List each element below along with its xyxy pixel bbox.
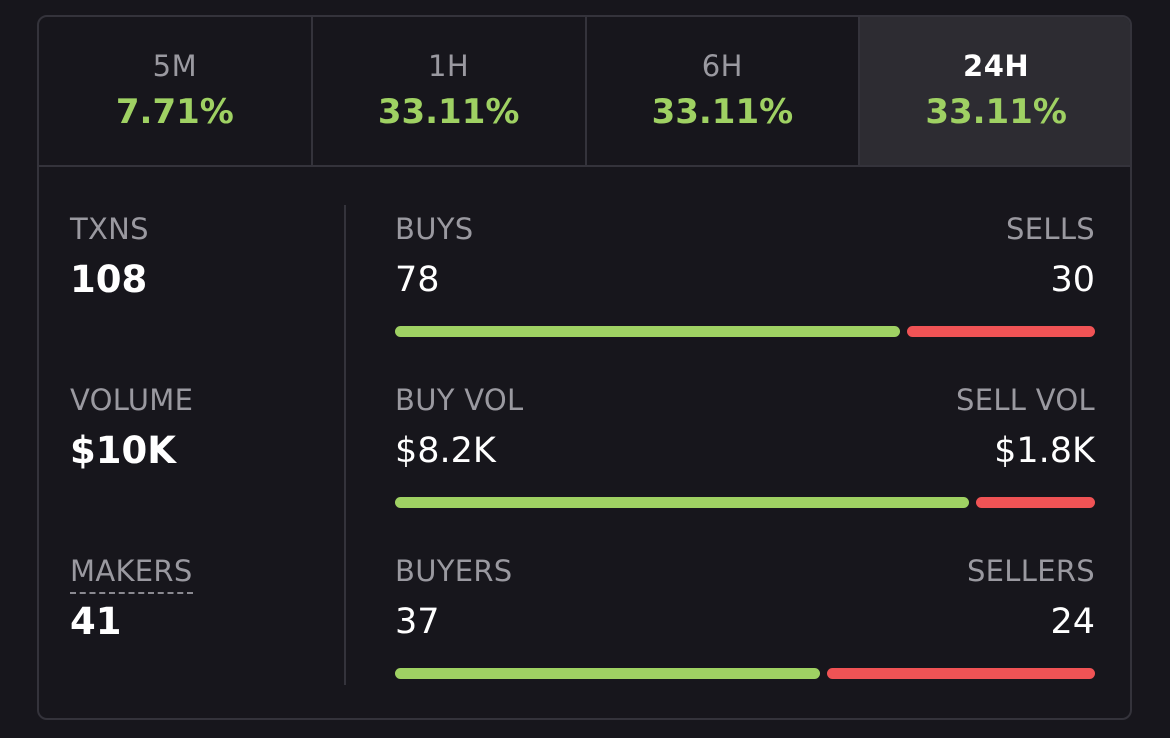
- volume-value: $10K: [70, 429, 176, 472]
- trades-ratio-bar: [395, 326, 1095, 337]
- volume-stat: VOLUME $10K: [70, 383, 193, 473]
- tab-label: 6H: [701, 49, 743, 83]
- tab-24h[interactable]: 24H 33.11%: [860, 17, 1130, 165]
- volume-label: VOLUME: [70, 383, 194, 417]
- tab-change-value: 33.11%: [377, 92, 520, 132]
- buy-vol-value: $8.2K: [395, 431, 496, 471]
- txns-stat: TXNS 108: [70, 212, 149, 302]
- buy-bar: [395, 668, 820, 679]
- tab-label: 1H: [427, 49, 470, 83]
- volume-ratio-bar: [395, 497, 1095, 508]
- buy-bar: [395, 497, 969, 508]
- tab-label: 24H: [963, 49, 1030, 83]
- makers-label[interactable]: MAKERS: [70, 554, 193, 594]
- sellers-value: 24: [1050, 602, 1095, 642]
- tab-5m[interactable]: 5M 7.71%: [39, 17, 313, 165]
- buyers-label: BUYERS: [395, 554, 513, 588]
- sell-bar: [976, 497, 1095, 508]
- tab-change-value: 7.71%: [115, 92, 234, 132]
- buy-vol-label: BUY VOL: [395, 383, 524, 417]
- sells-value: 30: [1050, 260, 1095, 300]
- sell-bar: [826, 668, 1095, 679]
- buys-label: BUYS: [395, 212, 474, 246]
- sell-bar: [907, 326, 1095, 337]
- txns-value: 108: [70, 258, 148, 301]
- makers-stat: MAKERS 41: [70, 554, 193, 644]
- makers-value: 41: [70, 600, 122, 643]
- tab-1h[interactable]: 1H 33.11%: [313, 17, 587, 165]
- buyers-value: 37: [395, 602, 440, 642]
- buys-value: 78: [395, 260, 440, 300]
- txns-label: TXNS: [70, 212, 149, 246]
- traders-row: BUYERS SELLERS 37 24: [395, 554, 1095, 694]
- sell-vol-label: SELL VOL: [956, 383, 1095, 417]
- timeframe-tabs: 5M 7.71% 1H 33.11% 6H 33.11% 24H 33.11%: [39, 17, 1130, 167]
- trades-row: BUYS SELLS 78 30: [395, 212, 1095, 352]
- sells-label: SELLS: [1006, 212, 1095, 246]
- tab-label: 5M: [152, 49, 198, 83]
- tab-6h[interactable]: 6H 33.11%: [587, 17, 861, 165]
- tab-change-value: 33.11%: [651, 92, 794, 132]
- volume-row: BUY VOL SELL VOL $8.2K $1.8K: [395, 383, 1095, 523]
- sellers-label: SELLERS: [966, 554, 1095, 588]
- buy-bar: [395, 326, 901, 337]
- tab-change-value: 33.11%: [925, 92, 1067, 132]
- traders-ratio-bar: [395, 668, 1095, 679]
- column-divider: [344, 205, 346, 685]
- sell-vol-value: $1.8K: [994, 431, 1095, 471]
- transaction-stats-panel: 5M 7.71% 1H 33.11% 6H 33.11% 24H 33.11% …: [37, 15, 1132, 720]
